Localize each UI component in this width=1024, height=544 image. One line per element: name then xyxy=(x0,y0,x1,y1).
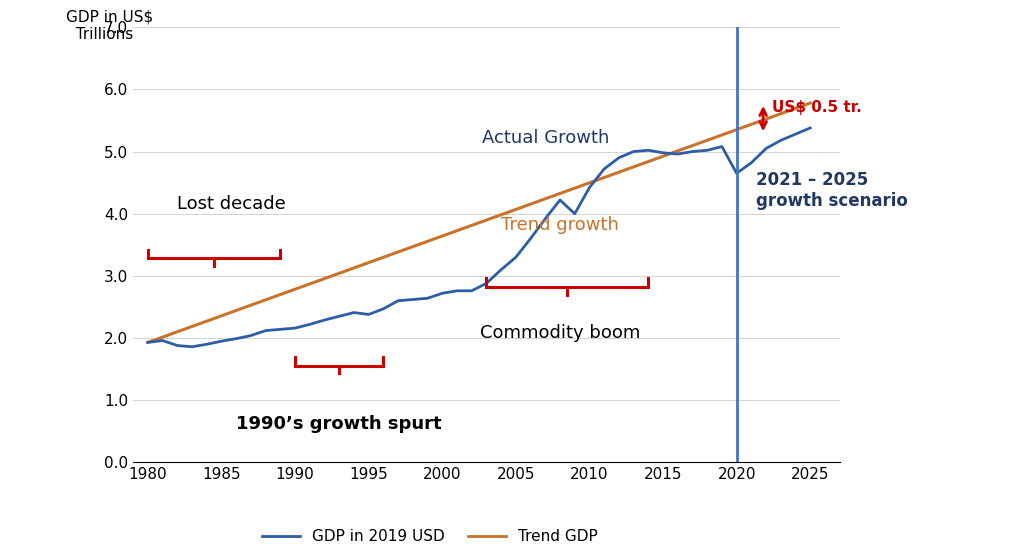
GDP in 2019 USD xyxy=(686,149,698,155)
Text: Commodity boom: Commodity boom xyxy=(480,324,640,342)
GDP in 2019 USD xyxy=(215,338,227,344)
GDP in 2019 USD xyxy=(598,166,610,172)
Text: Trend growth: Trend growth xyxy=(501,216,618,234)
Text: Lost decade: Lost decade xyxy=(177,195,286,213)
GDP in 2019 USD xyxy=(289,325,301,331)
GDP in 2019 USD xyxy=(716,143,728,150)
GDP in 2019 USD xyxy=(422,295,434,301)
GDP in 2019 USD xyxy=(157,337,169,344)
Legend: GDP in 2019 USD, Trend GDP: GDP in 2019 USD, Trend GDP xyxy=(256,523,604,544)
GDP in 2019 USD xyxy=(436,290,449,296)
GDP in 2019 USD xyxy=(612,154,625,161)
GDP in 2019 USD xyxy=(760,145,772,152)
GDP in 2019 USD xyxy=(451,288,463,294)
GDP in 2019 USD xyxy=(568,211,581,217)
GDP in 2019 USD xyxy=(186,343,199,350)
Text: 1990’s growth spurt: 1990’s growth spurt xyxy=(237,415,442,433)
GDP in 2019 USD xyxy=(510,254,522,261)
Text: 2021 – 2025
growth scenario: 2021 – 2025 growth scenario xyxy=(756,171,907,210)
GDP in 2019 USD xyxy=(333,313,345,319)
GDP in 2019 USD xyxy=(730,170,742,177)
GDP in 2019 USD xyxy=(274,326,287,332)
GDP in 2019 USD xyxy=(672,151,684,157)
GDP in 2019 USD xyxy=(642,147,654,153)
GDP in 2019 USD xyxy=(790,131,802,138)
GDP in 2019 USD xyxy=(657,150,670,156)
GDP in 2019 USD xyxy=(259,327,271,334)
GDP in 2019 USD xyxy=(201,341,213,348)
GDP in 2019 USD xyxy=(318,317,331,323)
Line: GDP in 2019 USD: GDP in 2019 USD xyxy=(147,128,810,347)
Text: US$ 0.5 tr.: US$ 0.5 tr. xyxy=(772,100,862,115)
Text: Actual Growth: Actual Growth xyxy=(481,129,609,147)
GDP in 2019 USD xyxy=(245,332,257,339)
GDP in 2019 USD xyxy=(407,296,419,303)
GDP in 2019 USD xyxy=(774,137,786,144)
GDP in 2019 USD xyxy=(141,339,154,345)
GDP in 2019 USD xyxy=(466,288,478,294)
GDP in 2019 USD xyxy=(377,306,389,312)
GDP in 2019 USD xyxy=(230,336,243,342)
GDP in 2019 USD xyxy=(804,125,816,131)
GDP in 2019 USD xyxy=(524,236,537,242)
GDP in 2019 USD xyxy=(554,197,566,203)
Text: GDP in US$
  Trillions: GDP in US$ Trillions xyxy=(66,10,154,42)
GDP in 2019 USD xyxy=(480,280,493,287)
GDP in 2019 USD xyxy=(495,267,507,273)
GDP in 2019 USD xyxy=(392,298,404,304)
GDP in 2019 USD xyxy=(745,159,758,166)
GDP in 2019 USD xyxy=(628,149,640,155)
GDP in 2019 USD xyxy=(171,342,183,349)
GDP in 2019 USD xyxy=(303,321,315,327)
GDP in 2019 USD xyxy=(539,215,551,222)
GDP in 2019 USD xyxy=(701,147,714,153)
GDP in 2019 USD xyxy=(362,311,375,318)
GDP in 2019 USD xyxy=(584,184,596,191)
GDP in 2019 USD xyxy=(348,310,360,316)
